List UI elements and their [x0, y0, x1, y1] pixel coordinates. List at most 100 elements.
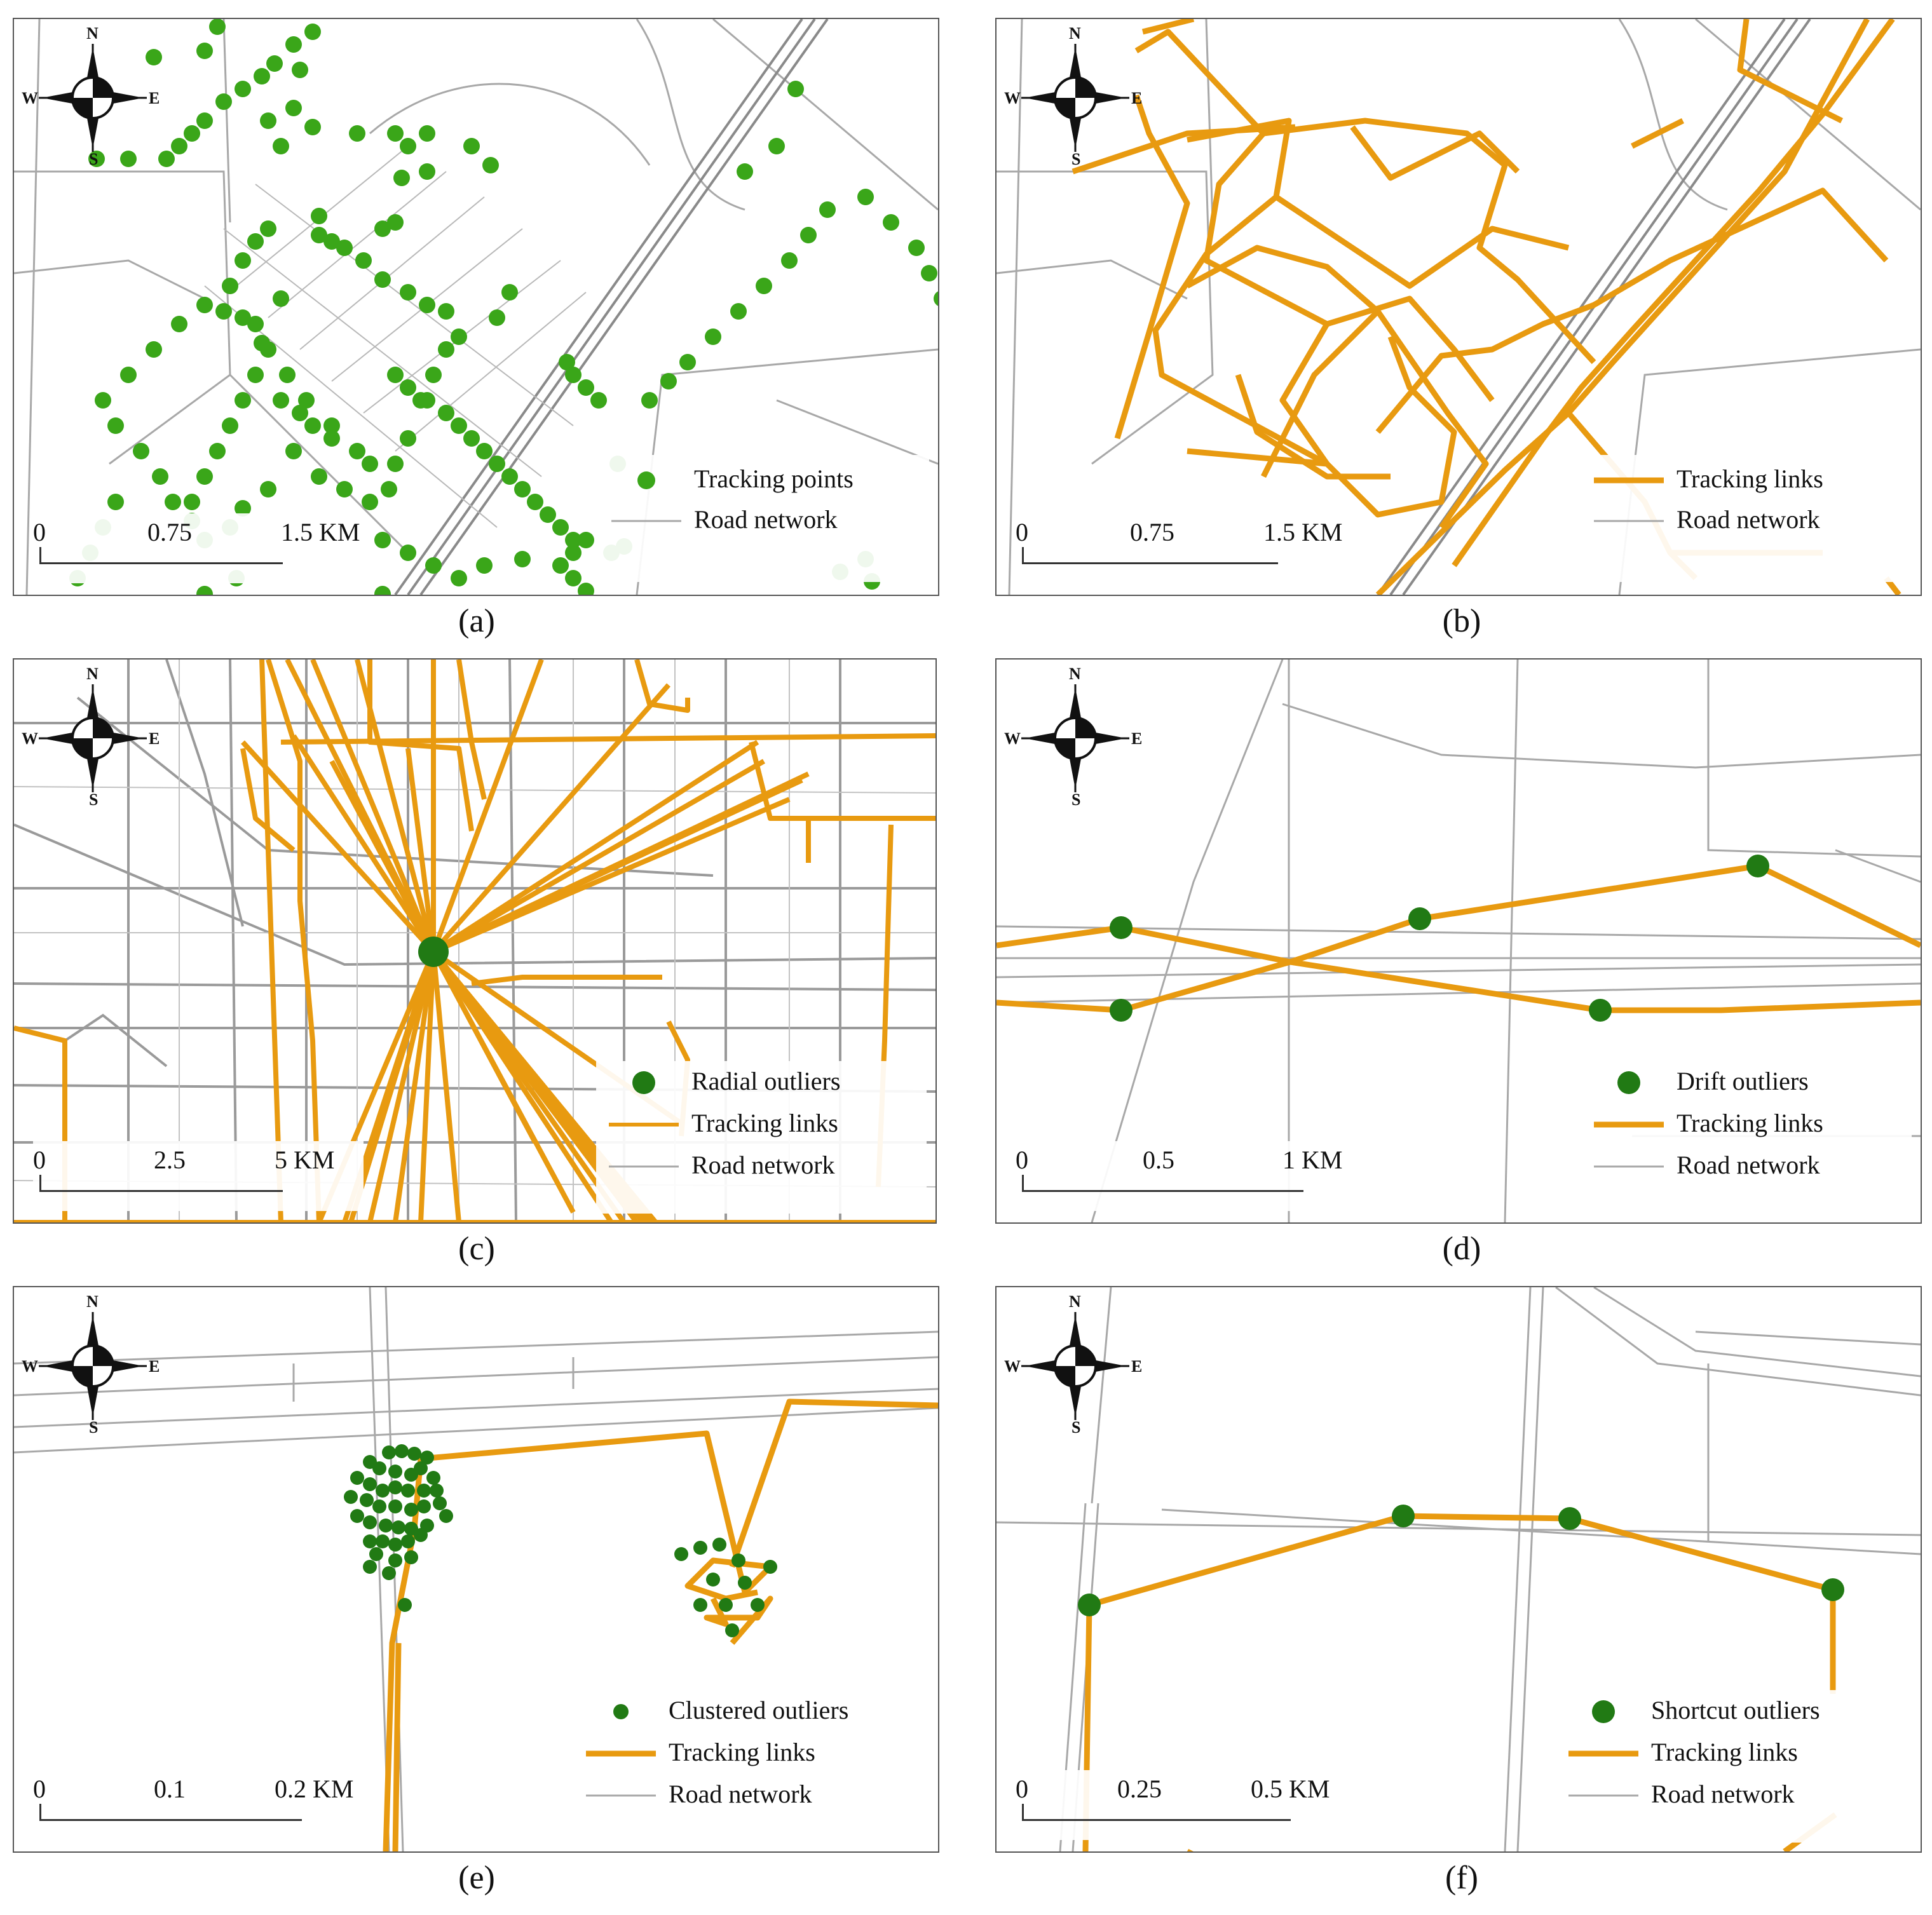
tracking-point [196, 112, 213, 129]
map-panel-a: N S E W 0 0.75 1.5 KM Tracking points Ro… [13, 18, 939, 596]
shortcut-outliers-layer [1078, 1505, 1844, 1616]
legend-label: Road network [1651, 1780, 1795, 1808]
tracking-point [209, 19, 226, 35]
orange-line-icon [586, 1750, 656, 1757]
tracking-point [476, 557, 493, 574]
clustered-outlier-point [372, 1461, 386, 1475]
compass-w: W [22, 729, 38, 748]
map-a-canvas [14, 19, 938, 595]
clustered-outlier-point [376, 1484, 390, 1498]
tracking-point [235, 500, 251, 517]
tracking-point [184, 125, 200, 142]
clustered-outlier-point [407, 1447, 421, 1461]
tracking-point [184, 494, 200, 510]
tracking-point [514, 481, 531, 497]
compass-s: S [1071, 790, 1081, 809]
legend-row: Road network [1581, 502, 1912, 540]
legend-row: Tracking points [599, 461, 929, 499]
legend-label: Drift outliers [1677, 1067, 1809, 1095]
tracking-point [501, 284, 518, 301]
legend-row: Clustered outliers [573, 1693, 929, 1731]
tracking-point [451, 417, 467, 434]
tracking-point [196, 468, 213, 485]
tracking-point [756, 278, 772, 294]
tracking-point [107, 494, 124, 510]
tracking-point [425, 367, 442, 383]
legend-row: Radial outliers [596, 1064, 927, 1102]
tracking-point [419, 163, 435, 180]
scale-bar: 0 0.25 0.5 KM [1016, 1770, 1346, 1840]
tracking-point [349, 125, 365, 142]
compass-e: E [149, 1357, 160, 1376]
tracking-point [273, 138, 289, 154]
road-line-icon [1594, 520, 1664, 522]
orange-line-icon [609, 1123, 679, 1127]
shortcut-outlier-point [1078, 1594, 1101, 1616]
tracking-point [304, 24, 321, 40]
clustered-outliers-layer [344, 1444, 777, 1637]
caption-b: (b) [1442, 603, 1481, 639]
scale-line [39, 1175, 283, 1192]
scale-mid: 0.75 [1130, 518, 1174, 546]
legend-label: Road network [694, 505, 838, 534]
small-green-dot-icon [613, 1704, 629, 1719]
legend-label: Tracking links [691, 1109, 838, 1137]
tracking-point [883, 214, 899, 231]
compass-icon [1021, 1312, 1129, 1420]
tracking-point [323, 233, 340, 250]
map-panel-e: N S E W 0 0.1 0.2 KM Clustered outliers … [13, 1286, 939, 1853]
scale-bar: 0 0.75 1.5 KM [33, 513, 364, 583]
legend: Tracking points Road network [599, 455, 929, 582]
clustered-outlier-point [388, 1465, 402, 1479]
tracking-point [463, 430, 480, 447]
road-line-icon [1594, 1165, 1664, 1168]
tracking-point [819, 201, 836, 218]
compass-s: S [89, 1418, 99, 1437]
tracking-point [273, 290, 289, 307]
compass-rose: N S E W [22, 1292, 163, 1437]
legend: Shortcut outliers Tracking links Road ne… [1556, 1690, 1912, 1843]
clustered-outlier-point [693, 1541, 707, 1555]
tracking-point [705, 328, 721, 345]
tracking-point [107, 417, 124, 434]
tracking-point [451, 328, 467, 345]
compass-icon [1021, 44, 1129, 152]
tracking-point [88, 151, 105, 167]
tracking-point [285, 443, 302, 459]
tracking-point [419, 125, 435, 142]
tracking-point [578, 379, 594, 396]
clustered-outlier-point [426, 1471, 440, 1485]
clustered-outlier-point [382, 1566, 396, 1580]
scale-mid: 0.75 [147, 518, 192, 546]
shortcut-outlier-point [1821, 1578, 1844, 1601]
compass-e: E [1131, 89, 1143, 107]
clustered-outlier-point [751, 1598, 765, 1612]
tracking-point [419, 297, 435, 313]
tracking-point [292, 405, 308, 421]
clustered-outlier-point [382, 1445, 396, 1459]
scale-0: 0 [33, 1146, 46, 1174]
tracking-point [501, 468, 518, 485]
tracking-point [381, 481, 397, 497]
tracking-point [800, 227, 817, 243]
tracking-point [235, 392, 251, 409]
legend-label: Shortcut outliers [1651, 1696, 1820, 1724]
caption-d: (d) [1442, 1231, 1481, 1267]
tracking-point [158, 151, 175, 167]
map-panel-f: N S E W 0 0.25 0.5 KM Shortcut outliers … [995, 1286, 1922, 1853]
tracking-point [146, 341, 162, 358]
tracking-point [438, 303, 454, 320]
scale-bar: 0 0.5 1 KM [1016, 1141, 1346, 1211]
compass-n: N [1069, 665, 1081, 683]
legend-row: Tracking links [1556, 1735, 1912, 1773]
legend-row: Drift outliers [1581, 1064, 1912, 1102]
compass-icon [39, 44, 147, 152]
tracking-point [374, 586, 391, 595]
clustered-outlier-point [388, 1480, 402, 1494]
scale-0: 0 [1016, 518, 1028, 546]
clustered-outlier-point [388, 1499, 402, 1513]
compass-rose: N S E W [1004, 665, 1145, 809]
compass-icon [39, 684, 147, 792]
legend-label: Road network [669, 1780, 812, 1808]
scale-0: 0 [33, 1775, 46, 1803]
